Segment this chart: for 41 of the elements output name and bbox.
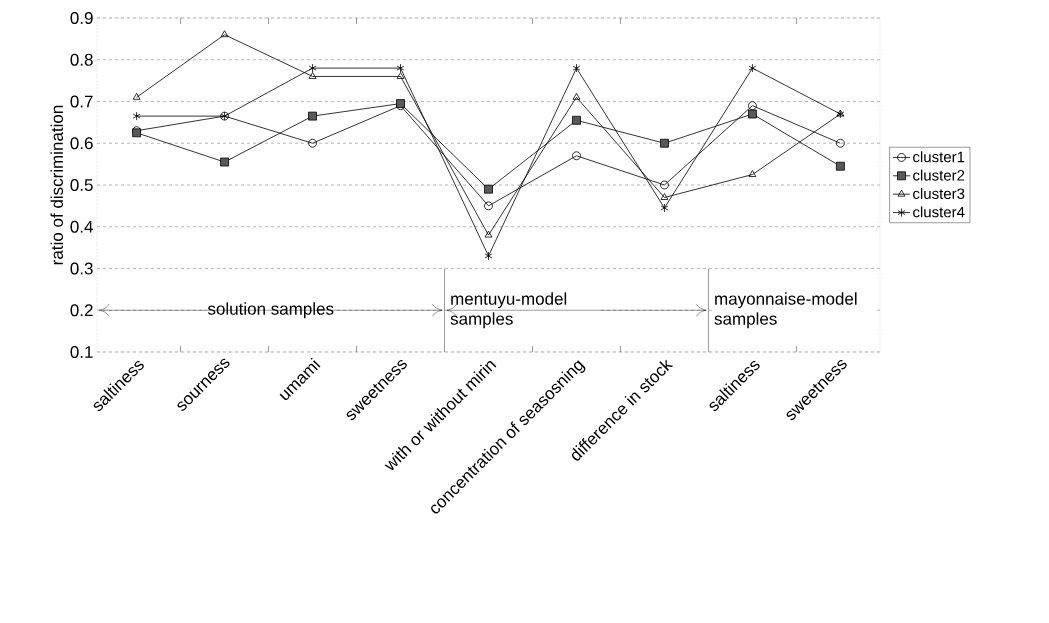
point [836,138,845,148]
point [308,111,317,121]
point [132,92,141,100]
legend-label: cluster2 [913,169,965,181]
point [748,63,757,73]
y-tick-label: 0.5 [70,178,93,192]
point [660,193,669,200]
point [660,203,669,213]
y-tick-label: 0.1 [70,345,93,359]
legend-label: cluster4 [913,206,965,218]
point [308,138,317,148]
legend-label: cluster1 [913,151,965,163]
point [484,184,493,194]
point [484,201,493,211]
point [836,161,845,171]
point [748,109,757,119]
y-tick-label: 0.8 [70,53,93,66]
y-tick-label: 0.6 [70,137,93,150]
point [572,92,581,100]
legend-label: cluster3 [913,187,965,199]
annotation: mentuyu-model samples [450,292,567,329]
point [132,111,141,121]
y-tick-label: 0.2 [70,304,93,317]
point [484,230,493,238]
y-axis-title: ratio of discrimination [50,105,63,265]
y-tick-label: 0.4 [70,220,93,233]
point [220,157,229,167]
point [220,30,229,38]
annotation: mayonnaise-model samples [714,292,857,329]
annotation: solution samples [207,302,334,319]
point [484,251,493,261]
point [748,170,757,177]
y-tick-label: 0.9 [70,11,93,25]
point [572,63,581,73]
point [660,138,669,148]
y-tick-label: 0.3 [70,262,93,275]
point [572,115,581,125]
point [572,151,581,161]
point [660,180,669,190]
point [748,101,757,111]
y-tick-label: 0.7 [70,95,93,108]
